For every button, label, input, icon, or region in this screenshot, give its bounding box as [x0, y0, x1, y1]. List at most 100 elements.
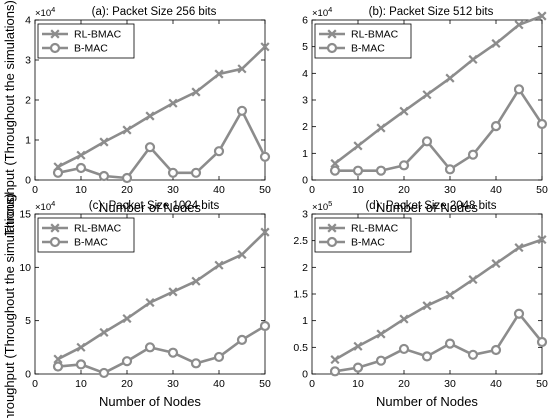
data-point-rl-bmac: [468, 275, 478, 285]
x-tick-label: 40: [213, 378, 225, 390]
legend-marker-x: [327, 29, 337, 39]
legend: RL-BMAC B-MAC: [37, 23, 135, 59]
x-tick-label: 50: [259, 184, 271, 196]
data-point-b-mac: [121, 172, 133, 184]
data-point-b-mac: [259, 151, 271, 162]
panel-title: (c): Packet Size 1024 bits: [89, 200, 220, 212]
data-point-rl-bmac: [514, 20, 524, 30]
data-point-rl-bmac: [468, 54, 478, 65]
series-line-b-mac: [334, 312, 544, 373]
data-point-b-mac: [98, 170, 110, 182]
data-point-rl-bmac: [145, 111, 155, 121]
x-axis-label: Number of Nodes: [376, 200, 478, 215]
y-axis-label-bottom: Throughput (Throughout the simulations): [2, 193, 17, 418]
series-line-b-mac: [57, 324, 266, 375]
panel-title: (a): Packet Size 256 bits: [92, 6, 217, 18]
series-line-b-mac: [335, 88, 544, 172]
data-point-b-mac: [121, 356, 133, 367]
data-point-rl-bmac: [399, 314, 409, 324]
x-tick-label: 40: [490, 184, 502, 196]
y-multiplier: ×104: [312, 5, 332, 19]
legend-marker-o: [326, 236, 338, 248]
data-point-rl-bmac: [53, 354, 63, 364]
legend-marker-o: [326, 42, 338, 54]
data-point-rl-bmac: [330, 158, 340, 169]
data-point-rl-bmac: [168, 287, 178, 297]
x-tick-label: 10: [75, 184, 87, 196]
x-tick-label: 30: [444, 378, 456, 390]
data-point-b-mac: [75, 359, 87, 370]
legend-label: B-MAC: [74, 237, 108, 249]
data-point-rl-bmac: [537, 11, 547, 21]
legend: RL-BMAC B-MAC: [314, 23, 412, 59]
data-point-rl-bmac: [537, 235, 547, 245]
x-tick-label: 20: [121, 184, 133, 196]
series-line-rl-bmac: [57, 45, 266, 168]
data-point-b-mac: [421, 136, 433, 147]
y-tick-label: 0: [302, 369, 308, 381]
legend-label: B-MAC: [351, 43, 385, 55]
data-point-rl-bmac: [422, 301, 432, 311]
legend-label: RL-BMAC: [351, 223, 399, 235]
x-tick-label: 30: [444, 184, 456, 196]
data-point-b-mac: [536, 336, 548, 348]
legend: RL-BMAC B-MAC: [314, 217, 412, 253]
subplot-c: 0 10 20 30 40 50 0 5 10 15 ×104 (c): Packet Size 10…: [19, 199, 271, 409]
y-tick-label: 5: [25, 315, 31, 327]
data-point-b-mac: [467, 349, 479, 360]
x-tick-label: 30: [167, 378, 179, 390]
x-tick-label: 50: [536, 184, 548, 196]
data-point-rl-bmac: [376, 329, 386, 339]
subplot-a: 0 10 20 30 40 50 0 1 2 3 4 ×104 (a): Packet Size 256…: [25, 5, 271, 215]
x-tick-label: 30: [167, 184, 179, 196]
panel-title: (d): Packet Size 2048 bits: [365, 200, 496, 212]
x-axis-label: Number of Nodes: [99, 394, 201, 409]
y-tick-label: 0: [25, 175, 31, 187]
data-point-rl-bmac: [237, 249, 247, 260]
data-point-b-mac: [513, 308, 525, 319]
legend-marker-x: [50, 223, 60, 233]
legend-label: RL-BMAC: [351, 29, 399, 41]
data-point-rl-bmac: [214, 260, 224, 270]
y-multiplier: ×104: [35, 199, 55, 213]
y-multiplier: ×104: [35, 5, 55, 19]
x-tick-label: 40: [490, 378, 502, 390]
y-tick-label: 2: [302, 121, 308, 133]
data-point-rl-bmac: [353, 341, 363, 351]
data-point-b-mac: [98, 367, 110, 379]
y-tick-label: 5: [302, 41, 308, 53]
data-point-b-mac: [259, 320, 271, 332]
data-point-b-mac: [52, 167, 64, 178]
y-tick-label: 2: [302, 262, 308, 274]
data-point-b-mac: [398, 160, 410, 171]
data-point-rl-bmac: [76, 150, 86, 160]
series-line-rl-bmac: [334, 14, 543, 165]
legend-marker-o: [49, 42, 61, 54]
data-point-b-mac: [190, 358, 202, 369]
data-point-b-mac: [352, 362, 364, 373]
data-point-rl-bmac: [122, 313, 132, 324]
x-axis-label: Number of Nodes: [376, 394, 478, 409]
y-tick-label: 2.5: [293, 235, 308, 247]
legend-label: RL-BMAC: [74, 29, 122, 41]
legend-marker-x: [327, 223, 337, 233]
y-tick-label: 3: [302, 95, 308, 107]
x-axis-label: Number of Nodes: [99, 200, 201, 215]
y-tick-label: 0.5: [293, 342, 308, 354]
y-tick-label: 10: [19, 262, 31, 274]
y-tick-label: 3: [25, 55, 31, 67]
x-tick-label: 0: [309, 184, 315, 196]
data-point-rl-bmac: [260, 42, 270, 52]
data-point-rl-bmac: [237, 64, 247, 74]
subplot-b: 0 10 20 30 40 50 0 1 2 3 4 5 6 ×104 (b): Packet Size 5…: [302, 5, 548, 215]
panel-title: (b): Packet Size 512 bits: [369, 6, 494, 18]
y-tick-label: 1: [302, 148, 308, 160]
y-multiplier: ×105: [312, 199, 332, 213]
data-point-b-mac: [213, 351, 225, 363]
data-point-b-mac: [513, 84, 525, 95]
legend-label: RL-BMAC: [74, 223, 122, 235]
y-tick-label: 2: [25, 95, 31, 107]
legend: RL-BMAC B-MAC: [37, 217, 135, 253]
subplot-d: 0 10 20 30 40 50 0 0.5 1 1.5 2 2.5 3 ×105 (d): Packet …: [293, 199, 548, 409]
